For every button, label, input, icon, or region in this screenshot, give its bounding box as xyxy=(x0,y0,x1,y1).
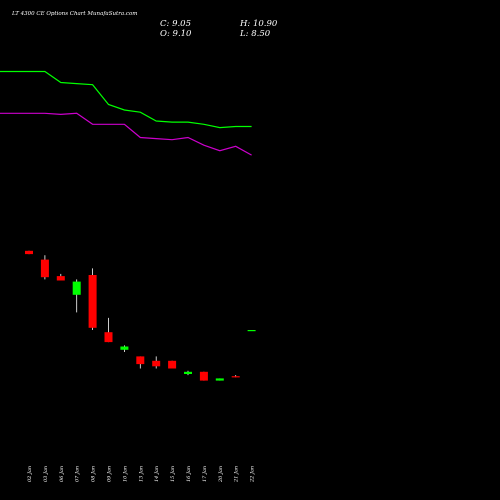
candle xyxy=(25,250,33,255)
candle xyxy=(72,279,81,313)
candle-body xyxy=(231,376,240,378)
close-value: C: 9.05 xyxy=(160,19,191,29)
x-tick-label: 21 Jan xyxy=(234,466,240,483)
x-tick-label: 03 Jan xyxy=(43,466,49,482)
candle-body xyxy=(25,250,33,255)
x-tick-label: 07 Jan xyxy=(75,466,81,482)
candle-body xyxy=(152,360,161,367)
x-tick-label: 02 Jan xyxy=(27,466,33,482)
open-value: O: 9.10 xyxy=(160,29,192,39)
candle xyxy=(104,317,113,343)
candle xyxy=(152,356,161,369)
x-tick-label: 09 Jan xyxy=(107,466,113,482)
candle-body xyxy=(136,356,145,365)
candle-body xyxy=(184,371,192,374)
candle xyxy=(184,370,192,376)
candle xyxy=(88,268,97,330)
candle xyxy=(40,255,49,280)
x-tick-label: 15 Jan xyxy=(170,466,176,482)
candle-body xyxy=(215,378,224,381)
x-tick-label: 08 Jan xyxy=(91,466,97,482)
candle-body xyxy=(199,371,208,381)
x-tick-label: 16 Jan xyxy=(186,466,192,482)
candle xyxy=(136,356,145,369)
candle-body xyxy=(247,330,256,332)
low-value: L: 8.50 xyxy=(239,29,271,39)
candle xyxy=(56,273,65,281)
candle xyxy=(120,345,129,352)
x-tick-label: 06 Jan xyxy=(59,466,65,482)
x-tick-label: 10 Jan xyxy=(122,466,128,482)
candle xyxy=(168,360,177,369)
indicator-line-1 xyxy=(0,70,252,129)
indicator-line-2 xyxy=(0,112,252,156)
x-tick-label: 13 Jan xyxy=(138,466,144,482)
candle-body xyxy=(120,346,129,350)
candle xyxy=(231,375,240,378)
candle-body xyxy=(56,276,65,281)
candle-body xyxy=(168,360,177,369)
candle xyxy=(199,371,208,381)
x-tick-label: 17 Jan xyxy=(202,466,208,482)
candle-body xyxy=(40,259,49,278)
candle xyxy=(247,330,256,332)
x-tick-label: 20 Jan xyxy=(218,466,224,483)
indicator-lines xyxy=(0,70,252,156)
candle-body xyxy=(88,275,97,328)
candle-body xyxy=(104,332,113,343)
x-tick-label: 14 Jan xyxy=(154,466,160,482)
candle xyxy=(215,378,224,381)
x-axis-ticks: 02 Jan 03 Jan 06 Jan 07 Jan 08 Jan 09 Jan 10 J… xyxy=(27,466,256,483)
candles xyxy=(25,250,256,381)
x-tick-label: 22 Jan xyxy=(250,466,256,483)
chart-title: LT 4300 CE Options Chart MunafaSutra.com xyxy=(11,11,137,17)
high-value: H: 10.90 xyxy=(239,19,278,29)
candle-body xyxy=(72,281,81,295)
